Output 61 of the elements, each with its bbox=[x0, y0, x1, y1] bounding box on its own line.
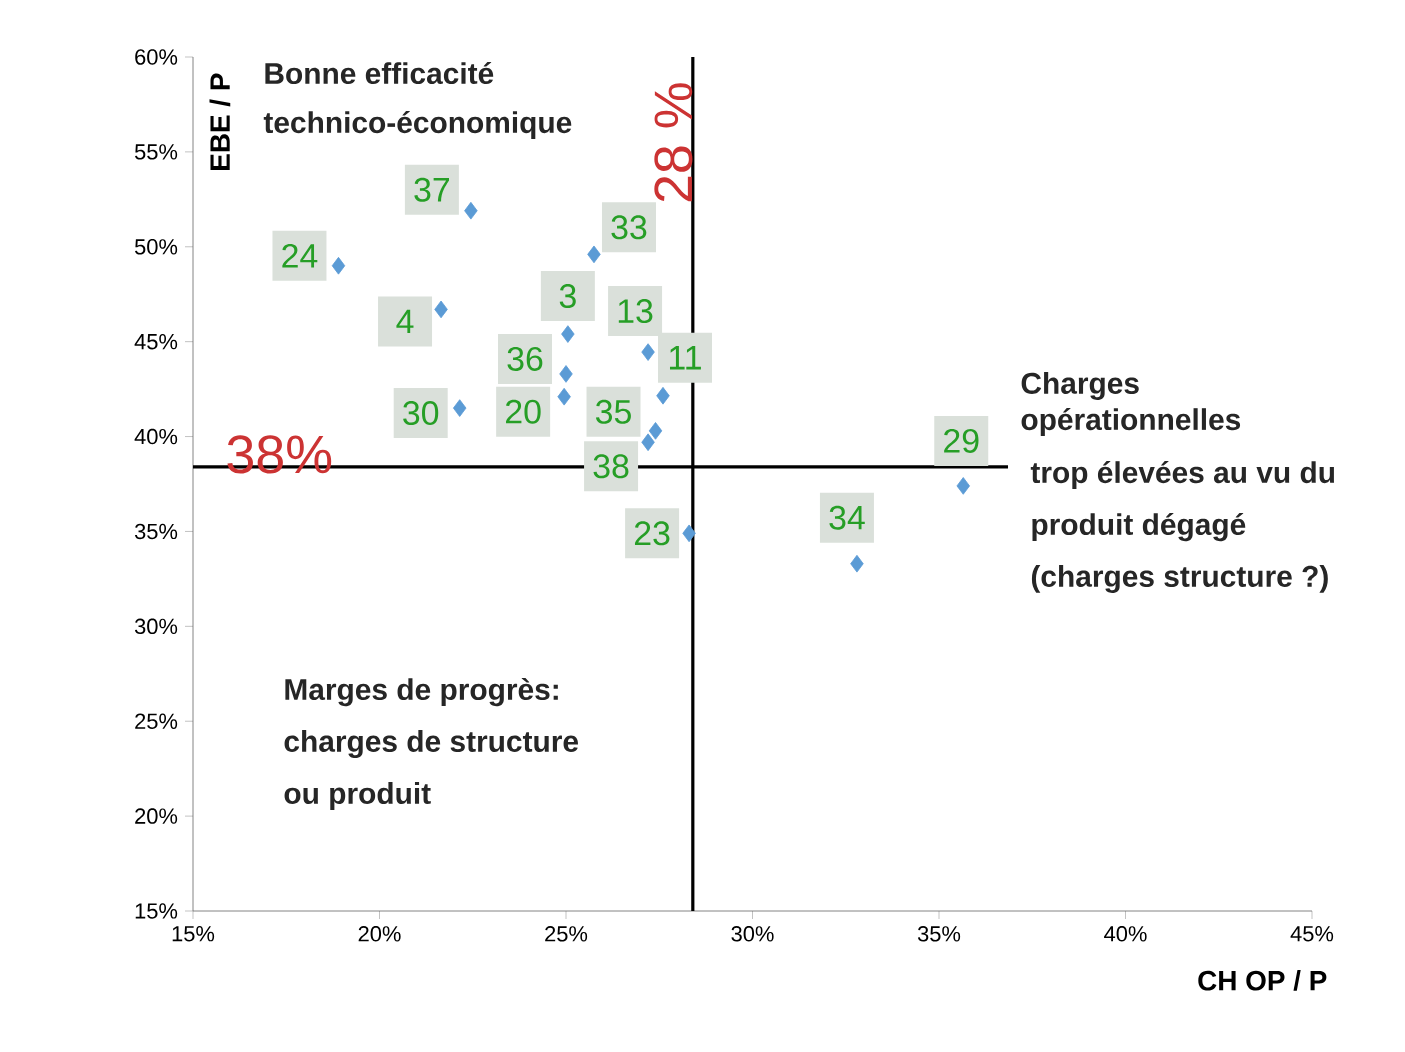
annotation: 34 bbox=[829, 505, 865, 530]
annotation: ou produit bbox=[284, 782, 431, 810]
point bbox=[641, 343, 655, 361]
annotation: Marges de progrès: bbox=[285, 677, 558, 707]
point bbox=[641, 433, 655, 452]
x-tick-label: 40% bbox=[1104, 926, 1147, 942]
annotation: 23 bbox=[634, 521, 670, 546]
point bbox=[648, 422, 663, 440]
point bbox=[434, 300, 448, 319]
y-axis-title: EBE / P bbox=[209, 73, 231, 170]
annotation: trop élevées au vu du bbox=[1030, 460, 1335, 490]
annotation: 13 bbox=[618, 299, 653, 324]
x-tick-label: 20% bbox=[358, 926, 401, 942]
x-tick-label: 25% bbox=[545, 926, 588, 942]
y-tick-label: 15% bbox=[135, 903, 178, 919]
point bbox=[559, 365, 573, 383]
annotation: 38 bbox=[593, 454, 629, 479]
x-tick-label: 30% bbox=[731, 926, 774, 942]
point bbox=[850, 554, 864, 573]
y-tick-label: 20% bbox=[135, 808, 178, 824]
y-tick-label: 30% bbox=[134, 618, 178, 635]
point bbox=[453, 399, 467, 417]
point bbox=[956, 477, 970, 495]
point bbox=[464, 201, 478, 220]
point bbox=[557, 387, 571, 406]
point bbox=[656, 386, 670, 405]
y-tick-label: 45% bbox=[134, 333, 178, 350]
y-tick-label: 40% bbox=[134, 428, 178, 445]
point bbox=[682, 524, 696, 543]
point bbox=[561, 325, 575, 343]
annotation: Charges bbox=[1021, 372, 1139, 400]
y-tick-label: 35% bbox=[134, 523, 178, 540]
annotation: 20 bbox=[506, 399, 541, 424]
annotation: 24 bbox=[282, 243, 318, 268]
annotation: technico-économique bbox=[263, 110, 572, 140]
point bbox=[331, 256, 346, 275]
y-tick-label: 25% bbox=[135, 713, 178, 729]
annotation: Bonne efficacité bbox=[265, 61, 494, 85]
annotation: 3 bbox=[559, 284, 576, 309]
annotation: 29 bbox=[944, 428, 979, 453]
x-tick-label: 35% bbox=[917, 926, 961, 942]
annotation: charges de structure bbox=[284, 730, 578, 758]
annotation: 4 bbox=[396, 309, 414, 334]
y-tick-label: 60% bbox=[135, 49, 178, 65]
annotation: 36 bbox=[507, 346, 543, 371]
annotation: 11 bbox=[669, 346, 701, 370]
annotation: 33 bbox=[611, 215, 647, 240]
annotation: 30 bbox=[403, 401, 439, 426]
annotation: (charges structure ?) bbox=[1031, 565, 1328, 593]
annotation: 37 bbox=[414, 177, 450, 202]
x-axis-title: CH OP / P bbox=[1198, 970, 1327, 991]
annotation: opérationnelles bbox=[1021, 407, 1241, 437]
ref-line-label: 38% bbox=[227, 435, 332, 474]
annotation: 35 bbox=[595, 399, 631, 424]
ref-line-label: 28 % bbox=[654, 83, 693, 202]
x-tick-label: 45% bbox=[1290, 926, 1334, 942]
y-tick-label: 55% bbox=[134, 144, 178, 160]
point bbox=[587, 245, 601, 264]
y-tick-label: 50% bbox=[134, 239, 178, 255]
x-tick-label: 15% bbox=[172, 926, 215, 942]
annotation: produit dégagé bbox=[1032, 512, 1246, 542]
